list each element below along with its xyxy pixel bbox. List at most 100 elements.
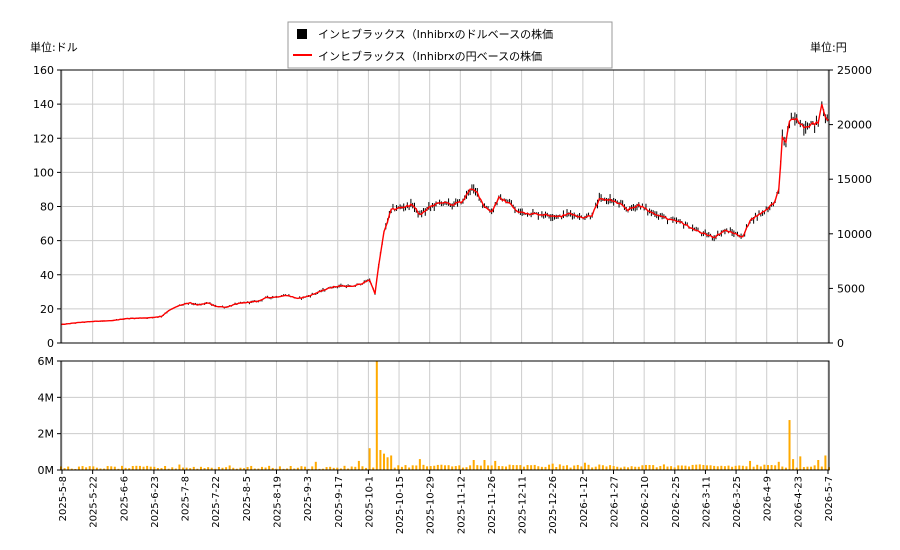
- volume-bar: [171, 467, 174, 470]
- volume-bar: [670, 466, 673, 470]
- volume-bar: [465, 467, 468, 470]
- x-tick-label: 2026-4-23: [793, 476, 804, 528]
- volume-bar: [630, 466, 633, 470]
- volume-bar: [368, 448, 371, 470]
- volume-y-tick-label: 2M: [38, 428, 55, 441]
- volume-bar: [605, 466, 608, 470]
- volume-bar: [810, 466, 813, 470]
- x-tick-label: 2025-7-22: [211, 476, 222, 528]
- volume-bar: [63, 468, 66, 470]
- x-tick-label: 2025-8-19: [272, 476, 283, 528]
- volume-bar: [533, 464, 536, 470]
- volume-bar: [813, 465, 816, 470]
- volume-bar: [705, 465, 708, 470]
- volume-bar: [591, 467, 594, 470]
- volume-bar: [228, 465, 231, 470]
- volume-bar: [558, 464, 561, 470]
- volume-bar: [275, 468, 278, 470]
- volume-bar: [469, 465, 472, 470]
- volume-bar: [361, 466, 364, 470]
- volume-bar: [702, 464, 705, 470]
- volume-bar: [637, 466, 640, 470]
- x-tick-label: 2025-9-3: [303, 476, 314, 521]
- x-tick-label: 2026-1-27: [610, 476, 621, 528]
- volume-bar: [135, 465, 138, 470]
- y-right-tick-label: 5000: [837, 282, 865, 295]
- volume-bar: [673, 467, 676, 470]
- volume-bar: [770, 465, 773, 470]
- volume-bar: [745, 466, 748, 470]
- volume-bar: [404, 465, 407, 470]
- volume-bar: [199, 466, 202, 470]
- volume-bar: [415, 465, 418, 470]
- x-tick-label: 2026-3-11: [701, 476, 712, 528]
- volume-bar: [601, 465, 604, 470]
- y-left-tick-label: 40: [40, 269, 54, 282]
- volume-bar: [239, 467, 242, 470]
- volume-bar: [644, 464, 647, 470]
- volume-bar: [698, 464, 701, 470]
- volume-bar: [117, 468, 120, 470]
- volume-bar: [357, 460, 360, 470]
- volume-bar: [451, 466, 454, 470]
- x-tick-label: 2025-12-11: [518, 476, 529, 534]
- x-tick-label: 2025-10-15: [395, 476, 406, 534]
- right-unit-label: 単位:円: [810, 40, 847, 54]
- x-tick-label: 2025-10-1: [364, 476, 375, 528]
- volume-bar: [289, 466, 292, 470]
- volume-bar: [189, 468, 192, 470]
- volume-bar: [723, 466, 726, 470]
- volume-bar: [382, 453, 385, 470]
- volume-bar: [487, 465, 490, 470]
- volume-bar: [110, 466, 113, 470]
- y-left-tick-label: 160: [33, 64, 54, 77]
- volume-bar: [544, 466, 547, 470]
- y-left-axis: 0 20 40 60 80 100 120 140 160: [33, 64, 61, 350]
- volume-bar: [680, 465, 683, 470]
- volume-bar: [365, 467, 368, 470]
- volume-bar: [271, 467, 274, 470]
- volume-bar: [569, 467, 572, 470]
- volume-bar: [372, 467, 375, 470]
- volume-bar: [167, 468, 170, 470]
- volume-bar: [461, 467, 464, 470]
- x-tick-label: 2025-5-8: [58, 476, 69, 521]
- volume-bar: [752, 466, 755, 470]
- volume-bar: [250, 465, 253, 470]
- volume-bar: [454, 466, 457, 470]
- volume-bar: [296, 467, 299, 470]
- volume-bar: [784, 467, 787, 470]
- volume-bar: [623, 466, 626, 470]
- volume-bar: [70, 468, 73, 470]
- x-axis: 2025-5-8 2025-5-22 2025-6-6 2025-6-23 2025-7…: [58, 470, 835, 534]
- volume-bar: [537, 466, 540, 470]
- volume-bar: [160, 468, 163, 470]
- volume-y-tick-label: 6M: [38, 355, 55, 368]
- volume-bar: [235, 468, 238, 470]
- volume-bar: [408, 467, 411, 470]
- volume-bar: [253, 468, 256, 470]
- volume-bar: [824, 455, 827, 470]
- volume-plot-border: [60, 360, 830, 471]
- left-unit-label: 単位:ドル: [30, 40, 78, 54]
- volume-bar: [734, 465, 737, 470]
- volume-bar: [476, 465, 479, 470]
- volume-bar: [731, 466, 734, 470]
- volume-bar: [192, 466, 195, 470]
- volume-bar: [763, 464, 766, 470]
- legend-usd-marker: [297, 29, 307, 39]
- volume-bar: [799, 456, 802, 470]
- volume-bar: [210, 467, 213, 470]
- volume-bar: [146, 465, 149, 470]
- y-left-tick-label: 100: [33, 166, 54, 179]
- volume-bar: [652, 465, 655, 470]
- volume-bar: [225, 467, 228, 470]
- volume-bar: [182, 467, 185, 470]
- volume-bar: [501, 466, 504, 470]
- volume-bar: [214, 468, 217, 470]
- x-tick-label: 2025-8-5: [242, 476, 253, 521]
- volume-bar: [774, 465, 777, 470]
- volume-bar: [612, 466, 615, 470]
- volume-bar: [142, 466, 145, 470]
- volume-bar: [300, 466, 303, 470]
